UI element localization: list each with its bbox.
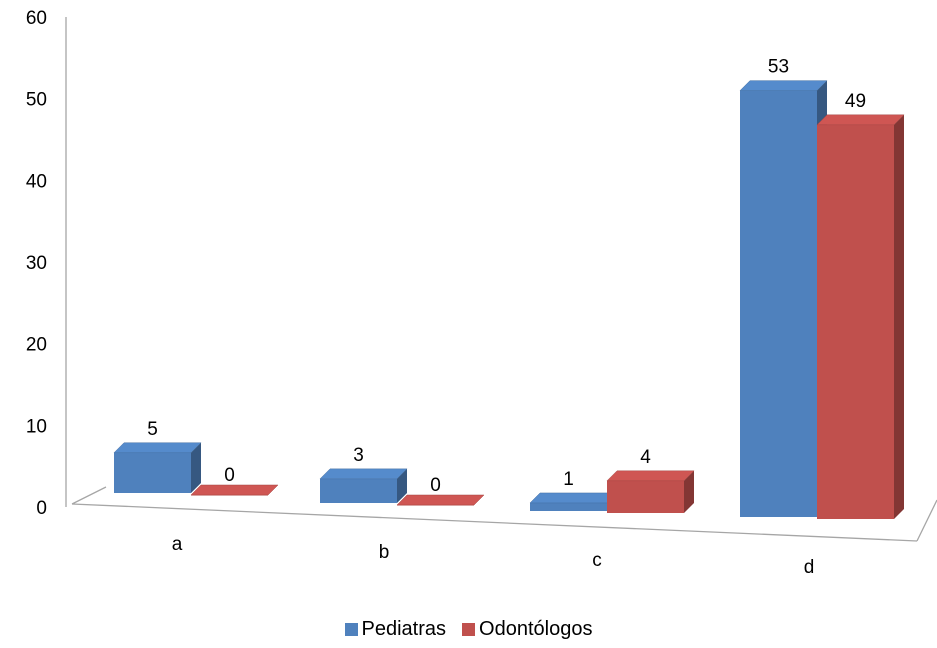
- y-tick-labels: 0 10 20 30 40 50 60: [26, 8, 47, 519]
- bar-side-odontólogos-d: [894, 114, 904, 520]
- data-label: 1: [563, 469, 574, 490]
- floor-left-edge: [71, 486, 107, 505]
- data-label: 4: [640, 447, 651, 468]
- bar-side-pediatras-a: [191, 442, 201, 493]
- bar-pediatras-d: [740, 90, 817, 517]
- legend-label-odontologos: Odontólogos: [479, 618, 593, 640]
- legend-item-pediatras: Pediatras: [344, 618, 447, 641]
- chart-axes: [65, 17, 937, 542]
- data-label: 53: [768, 57, 789, 78]
- y-tick-label: 0: [36, 498, 47, 519]
- legend-swatch-odontologos: [462, 623, 476, 636]
- data-label: 0: [224, 465, 235, 486]
- bar-top-odontólogos-d: [816, 114, 905, 126]
- y-tick-label: 40: [26, 171, 47, 192]
- bar-top-pediatras-a: [113, 442, 202, 454]
- bar-top-odontólogos-c: [606, 470, 695, 482]
- category-label: c: [592, 550, 602, 571]
- category-label: b: [379, 542, 390, 563]
- y-tick-label: 60: [26, 8, 47, 29]
- bar-pediatras-c: [530, 502, 607, 511]
- bars: [113, 80, 905, 520]
- bar-odontólogos-c: [607, 480, 684, 513]
- bar-side-odontólogos-c: [684, 470, 694, 513]
- bar-top-odontólogos-b: [396, 494, 485, 506]
- y-tick-label: 50: [26, 90, 47, 111]
- floor-right-edge: [916, 499, 937, 542]
- y-tick-label: 10: [26, 416, 47, 437]
- category-label: d: [804, 557, 815, 578]
- bar-pediatras-a: [114, 452, 191, 493]
- category-label: a: [172, 534, 183, 555]
- bar-side-pediatras-b: [397, 468, 407, 503]
- data-labels: 5 0 3 0 1 4 53 49: [147, 57, 866, 496]
- bar-top-odontólogos-a: [190, 484, 279, 496]
- bar-pediatras-b: [320, 478, 397, 503]
- data-label: 0: [430, 475, 441, 496]
- floor-front-edge: [71, 503, 918, 542]
- legend-item-odontologos: Odontólogos: [462, 618, 592, 641]
- category-labels: a b c d: [172, 534, 815, 578]
- data-label: 5: [147, 419, 158, 440]
- y-tick-label: 20: [26, 335, 47, 356]
- bar-top-pediatras-c: [529, 492, 618, 504]
- bar-odontólogos-d: [817, 124, 894, 520]
- data-label: 49: [845, 91, 866, 112]
- legend-swatch-pediatras: [344, 623, 358, 636]
- y-tick-label: 30: [26, 253, 47, 274]
- bar-top-pediatras-d: [739, 80, 828, 91]
- bar-top-pediatras-b: [319, 468, 408, 480]
- data-label: 3: [353, 445, 364, 466]
- legend: Pediatras Odontólogos: [0, 618, 937, 641]
- legend-label-pediatras: Pediatras: [361, 618, 447, 640]
